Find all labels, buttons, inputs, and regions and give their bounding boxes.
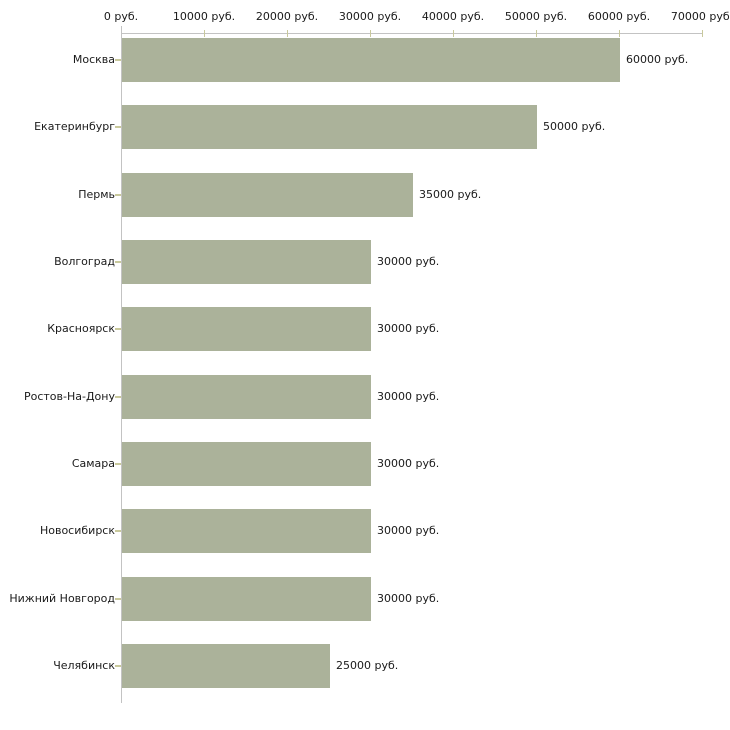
bar	[122, 173, 413, 217]
x-axis-tick	[287, 30, 288, 37]
bar	[122, 307, 371, 351]
value-label: 50000 руб.	[543, 120, 606, 133]
x-axis-line	[121, 33, 703, 34]
y-axis-tick	[115, 261, 121, 263]
category-label: Новосибирск	[39, 524, 115, 537]
category-label: Нижний Новгород	[9, 592, 115, 605]
category-label: Красноярск	[47, 322, 115, 335]
category-label: Екатеринбург	[34, 120, 115, 133]
value-label: 60000 руб.	[626, 53, 689, 66]
x-axis-tick-label: 0 руб.	[103, 10, 139, 23]
value-label: 25000 руб.	[336, 659, 399, 672]
bar	[122, 509, 371, 553]
x-axis-tick	[619, 30, 620, 37]
x-axis-tick	[204, 30, 205, 37]
y-axis-tick	[115, 463, 121, 465]
bar	[122, 442, 371, 486]
y-axis-line	[121, 26, 122, 703]
y-axis-tick	[115, 598, 121, 600]
category-label: Самара	[71, 457, 115, 470]
value-label: 30000 руб.	[377, 322, 440, 335]
category-label: Челябинск	[53, 659, 115, 672]
y-axis-tick	[115, 530, 121, 532]
y-axis-tick	[115, 194, 121, 196]
x-axis-tick	[370, 30, 371, 37]
x-axis-tick-label: 60000 руб.	[587, 10, 651, 23]
value-label: 30000 руб.	[377, 457, 440, 470]
y-axis-tick	[115, 665, 121, 667]
x-axis-tick-label: 40000 руб.	[421, 10, 485, 23]
y-axis-tick	[115, 396, 121, 398]
category-label: Волгоград	[54, 255, 115, 268]
bar	[122, 644, 330, 688]
category-label: Ростов-На-Дону	[23, 390, 115, 403]
x-axis-tick	[453, 30, 454, 37]
x-axis-tick-label: 70000 руб.	[670, 10, 730, 23]
value-label: 30000 руб.	[377, 592, 440, 605]
bar	[122, 240, 371, 284]
value-label: 35000 руб.	[419, 188, 482, 201]
y-axis-tick	[115, 59, 121, 61]
category-label: Пермь	[78, 188, 115, 201]
category-label: Москва	[72, 53, 115, 66]
y-axis-tick	[115, 328, 121, 330]
x-axis-tick	[536, 30, 537, 37]
x-axis-tick-label: 10000 руб.	[172, 10, 236, 23]
x-axis-tick-label: 30000 руб.	[338, 10, 402, 23]
x-axis-tick	[702, 30, 703, 37]
x-axis-tick-label: 50000 руб.	[504, 10, 568, 23]
x-axis-tick-label: 20000 руб.	[255, 10, 319, 23]
y-axis-tick	[115, 126, 121, 128]
bar	[122, 105, 537, 149]
bar	[122, 38, 620, 82]
value-label: 30000 руб.	[377, 524, 440, 537]
bar	[122, 375, 371, 419]
bar	[122, 577, 371, 621]
value-label: 30000 руб.	[377, 255, 440, 268]
value-label: 30000 руб.	[377, 390, 440, 403]
